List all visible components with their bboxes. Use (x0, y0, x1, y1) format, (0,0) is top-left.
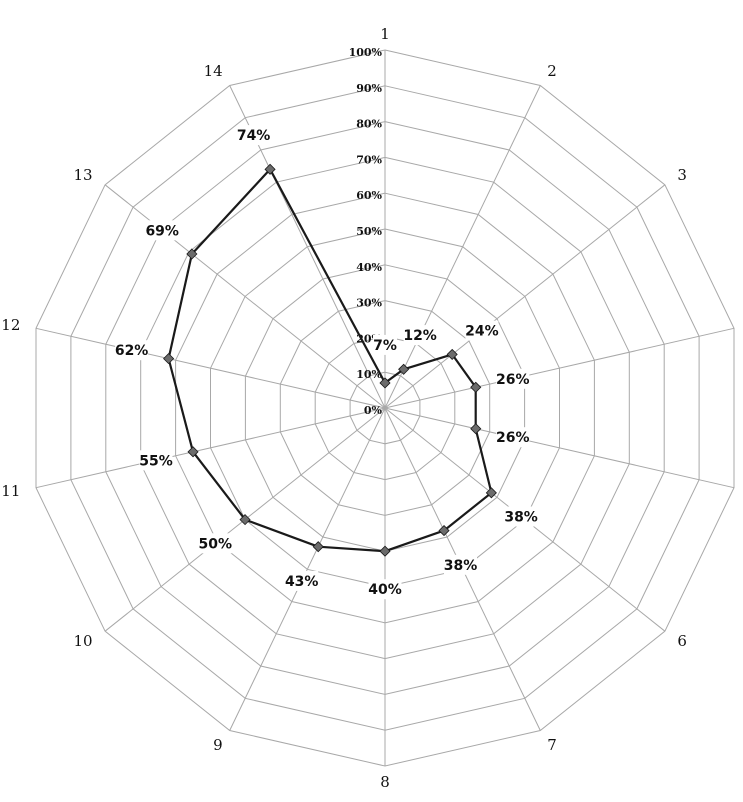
r-tick-label: 70% (356, 153, 382, 166)
data-point-marker (187, 446, 199, 458)
data-point-marker (379, 377, 391, 389)
data-label-background (285, 570, 319, 591)
data-label-background (368, 579, 402, 600)
spoke (384, 407, 735, 489)
data-label-background (496, 427, 530, 448)
data-label-background (496, 368, 530, 389)
data-point-marker (163, 353, 175, 365)
data-label: 62% (115, 343, 149, 359)
data-label: 50% (199, 536, 233, 552)
category-labels: 1234567891011121314 (1, 25, 687, 791)
r-tick-label: 10% (356, 368, 382, 381)
data-point-marker (398, 363, 410, 375)
category-label: 10 (74, 632, 93, 650)
data-label-background (139, 450, 173, 471)
r-tick-label: 60% (356, 189, 382, 202)
data-point-marker (239, 514, 251, 526)
spoke (35, 407, 386, 489)
grid (35, 49, 735, 767)
data-label: 43% (285, 574, 319, 590)
data-label: 26% (496, 430, 530, 446)
data-label: 26% (496, 372, 530, 388)
spoke (384, 184, 666, 409)
data-point-marker (438, 525, 450, 537)
data-point-marker (264, 163, 276, 175)
data-label: 40% (368, 582, 402, 598)
r-tick-label: 80% (356, 118, 382, 131)
data-label-background (145, 220, 179, 241)
r-tick-label: 50% (356, 225, 382, 238)
data-label: 24% (465, 324, 499, 340)
spoke (384, 327, 735, 409)
spoke (104, 184, 386, 409)
r-tick-label: 90% (356, 82, 382, 95)
data-label-background (465, 320, 499, 341)
r-tick-label: 40% (356, 261, 382, 274)
data-label-background (115, 340, 149, 361)
category-label: 8 (380, 773, 390, 791)
category-label: 14 (204, 62, 223, 80)
data-point-marker (485, 487, 497, 499)
category-label: 11 (1, 482, 20, 500)
spoke (229, 407, 386, 731)
category-label: 13 (74, 166, 93, 184)
data-label-background (444, 554, 477, 575)
data-point-marker (312, 541, 324, 553)
category-label: 9 (213, 736, 223, 754)
data-label-background (403, 325, 437, 346)
data-label: 7% (373, 338, 397, 354)
data-label-background (237, 125, 271, 146)
category-label: 1 (380, 25, 390, 43)
category-label: 3 (677, 166, 687, 184)
spoke (384, 85, 541, 409)
category-label: 6 (677, 632, 687, 650)
data-labels: 7% 12% 24% 26% 26% 38% 38% 40% 43% 50% 55% 62% 69% 74… (115, 125, 538, 600)
r-tick-label: 0% (364, 404, 383, 417)
data-point-marker (470, 423, 482, 435)
data-point-marker (186, 248, 198, 260)
spoke (35, 327, 386, 409)
data-label: 69% (145, 223, 179, 239)
data-label-background (373, 334, 397, 355)
data-label: 55% (139, 453, 173, 469)
data-label-background (504, 506, 538, 527)
r-tick-label: 100% (349, 46, 383, 59)
data-point-marker (446, 348, 458, 360)
data-label: 12% (403, 328, 437, 344)
data-label-background (198, 533, 232, 554)
data-label: 38% (504, 510, 538, 526)
radial-tick-labels: 0%10%20%30%40%50%60%70%80%90%100% (349, 46, 383, 417)
r-tick-label: 30% (356, 297, 382, 310)
data-point-marker (470, 381, 482, 393)
series (163, 163, 497, 557)
data-label: 38% (444, 558, 478, 574)
category-label: 12 (1, 316, 20, 334)
series-line (167, 168, 493, 553)
data-label: 74% (237, 128, 271, 144)
data-point-marker (379, 545, 391, 557)
category-label: 2 (547, 62, 557, 80)
category-label: 7 (547, 736, 557, 754)
